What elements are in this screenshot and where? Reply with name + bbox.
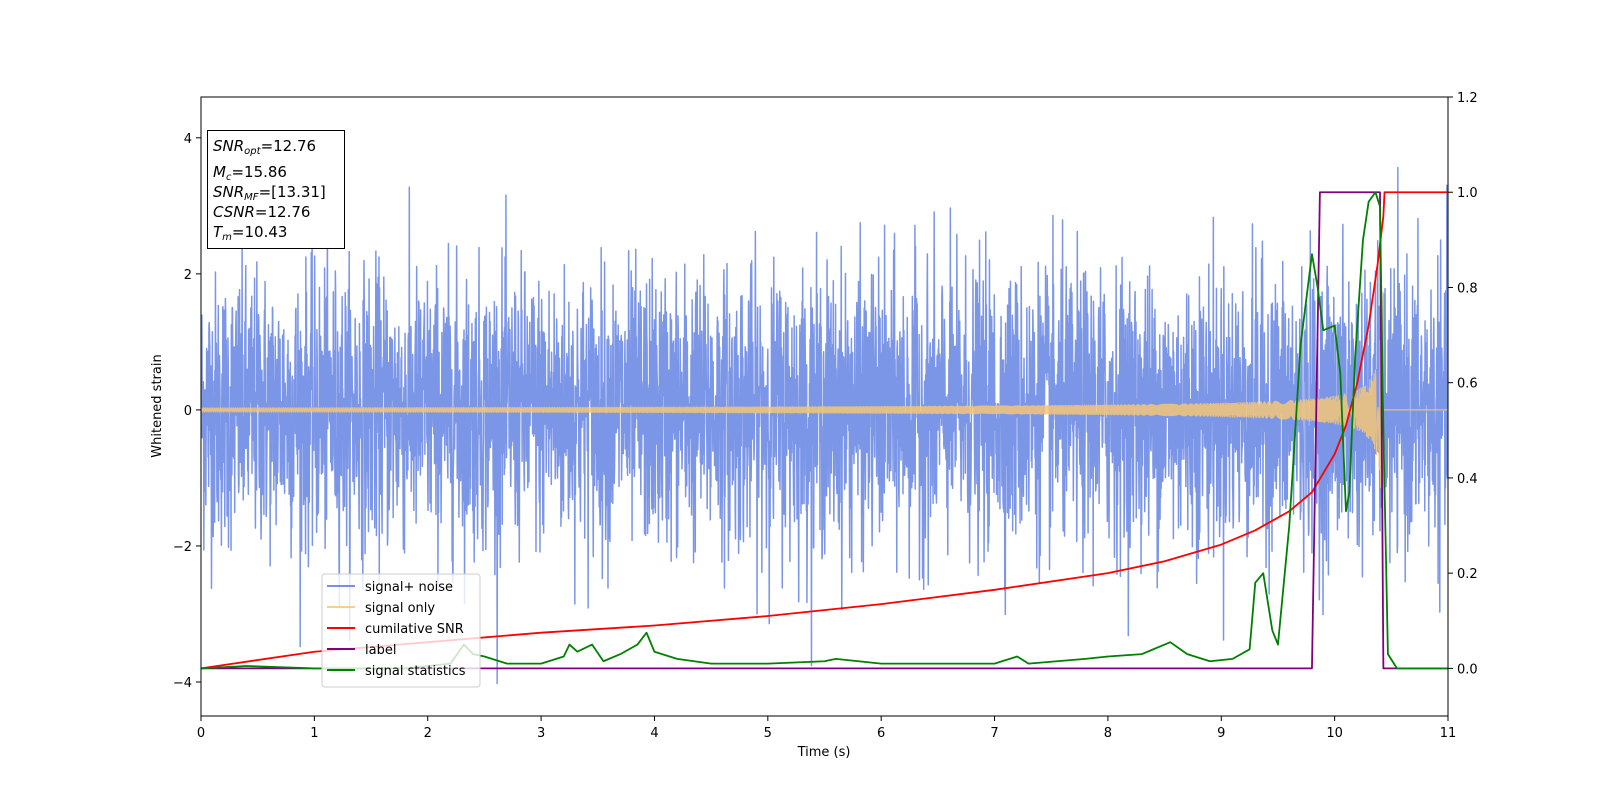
legend-box (321, 573, 481, 688)
info-snr-mf: SNRMF=[13.31] (213, 183, 326, 203)
y-tick-label: −2 (173, 540, 192, 555)
y2-tick-label: 0.2 (1457, 567, 1478, 582)
legend-label: signal statistics (365, 664, 466, 679)
x-tick-label: 1 (310, 726, 318, 741)
series-label (201, 191, 1448, 670)
y2-tick-label: 0.8 (1457, 281, 1478, 296)
info-tm: Tm=10.43 (213, 223, 288, 243)
plot-frame (200, 96, 1449, 717)
legend-label: signal+ noise (365, 580, 453, 595)
series-layer (201, 166, 1448, 685)
legend-label: cumilative SNR (365, 622, 464, 637)
legend: signal+ noise signal only cumilative SNR la… (321, 573, 481, 688)
x-tick-label: 4 (650, 726, 658, 741)
series-signal-only (201, 291, 1448, 568)
x-tick-label: 7 (990, 726, 998, 741)
x-tick-label: 0 (197, 726, 205, 741)
y2-tick-label: 0.4 (1457, 472, 1478, 487)
x-tick-label: 10 (1326, 726, 1343, 741)
series-signal-statistics (201, 191, 1448, 670)
info-csnr: CSNR=12.76 (213, 203, 311, 221)
y-tick-label: 4 (184, 132, 192, 147)
y2-tick-label: 1.2 (1457, 91, 1478, 106)
info-snr-opt: SNRopt=12.76 (213, 137, 317, 157)
y2-tick-label: 0.6 (1457, 377, 1478, 392)
x-tick-label: 5 (764, 726, 772, 741)
x-tick-label: 8 (1104, 726, 1112, 741)
x-tick-label: 9 (1217, 726, 1225, 741)
info-mc: Mc=15.86 (213, 163, 287, 183)
y-tick-label: 2 (184, 268, 192, 283)
y2-tick-label: 0.0 (1457, 662, 1478, 677)
x-tick-label: 3 (537, 726, 545, 741)
info-box: SNRopt=12.76 Mc=15.86 SNRMF=[13.31] CSNR… (207, 130, 345, 249)
legend-label: label (365, 643, 396, 658)
x-tick-label: 2 (424, 726, 432, 741)
y-tick-label: 0 (184, 404, 192, 419)
x-tick-label: 6 (877, 726, 885, 741)
x-tick-label: 11 (1440, 726, 1457, 741)
y2-tick-label: 1.0 (1457, 186, 1478, 201)
axis-ticks: 0 1 2 3 4 5 6 7 8 9 10 11 −4 −2 0 2 4 0.0 0.2 0.4 0.6 0.8 1.0 1… (173, 91, 1478, 741)
y-tick-label: −4 (173, 676, 192, 691)
y-axis-label: Whitened strain (150, 354, 165, 457)
series-cumilative-snr (201, 191, 1448, 670)
legend-label: signal only (365, 601, 435, 616)
x-axis-label: Time (s) (797, 745, 851, 760)
